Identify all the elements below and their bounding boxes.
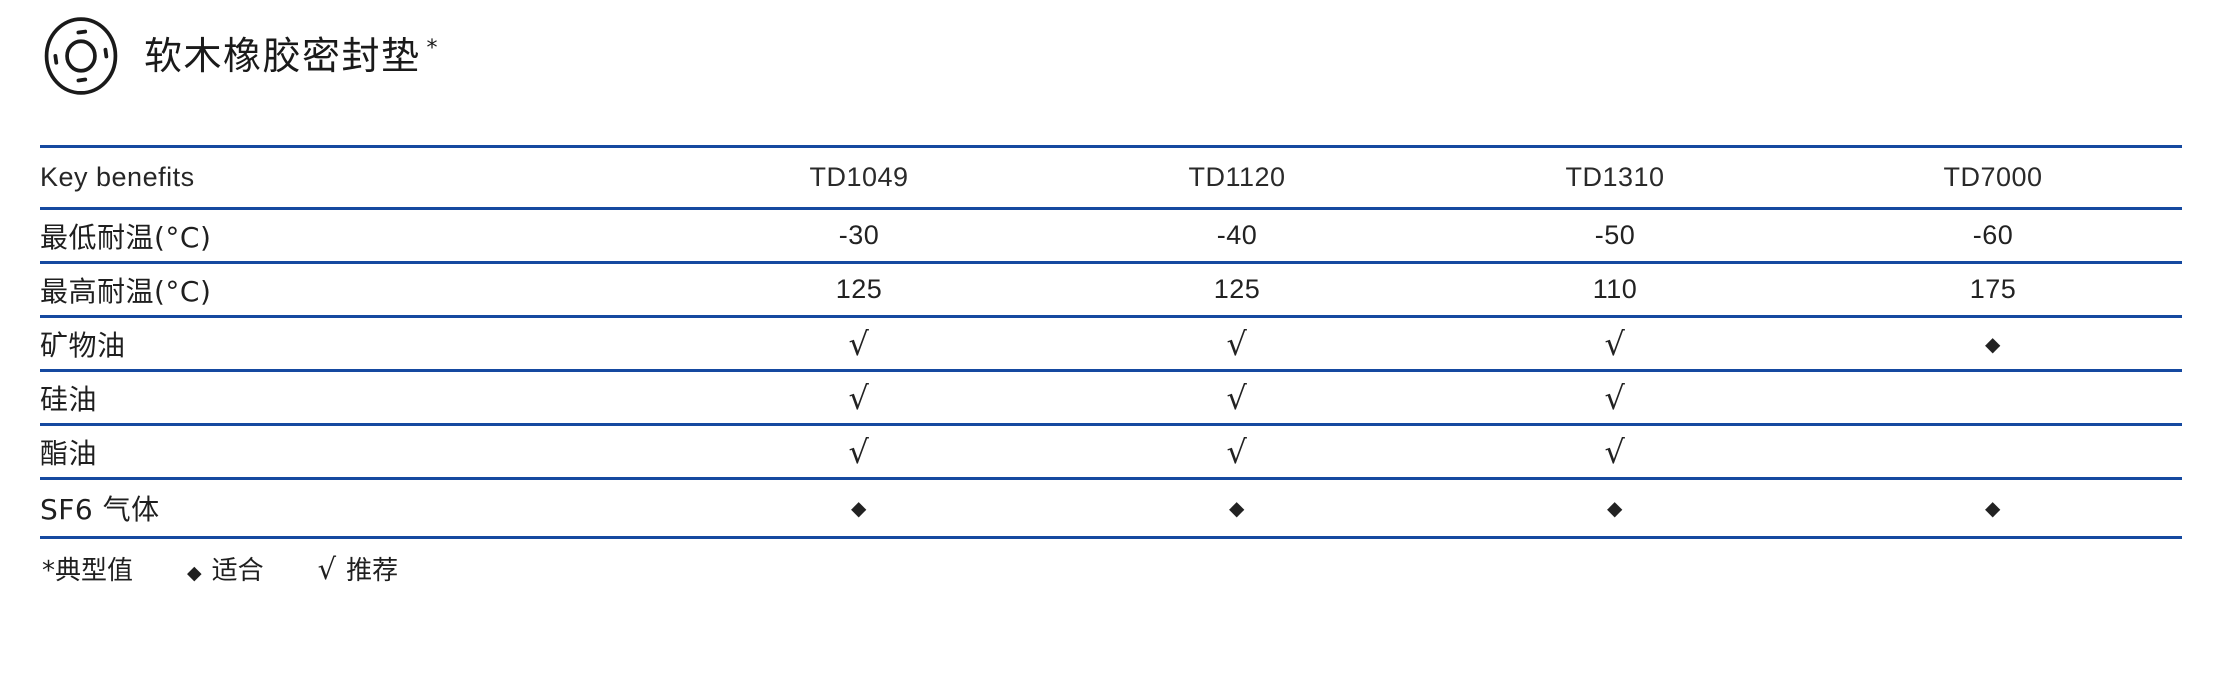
table-row: 最低耐温(°C) -30 -40 -50 -60 <box>40 208 2182 264</box>
cell-max-temp-td1120: 125 <box>1048 262 1426 318</box>
cell-mineral-oil-td1120: √ <box>1048 316 1426 372</box>
cell-mineral-oil-td1049: √ <box>670 316 1048 372</box>
table-row: 酯油 √ √ √ <box>40 424 2182 480</box>
column-header-td1310: TD1310 <box>1426 145 1804 210</box>
column-header-td1049: TD1049 <box>670 145 1048 210</box>
cell-sf6-gas-td1049: ◆ <box>670 478 1048 539</box>
cell-silicone-oil-td1310: √ <box>1426 370 1804 426</box>
cell-silicone-oil-td1049: √ <box>670 370 1048 426</box>
cell-sf6-gas-td1310: ◆ <box>1426 478 1804 539</box>
legend-recommended: √ 推荐 <box>318 550 399 587</box>
cell-min-temp-td1310: -50 <box>1426 208 1804 264</box>
diamond-icon: ◆ <box>187 561 202 584</box>
row-label-ester-oil: 酯油 <box>40 424 670 480</box>
cell-silicone-oil-td1120: √ <box>1048 370 1426 426</box>
cell-max-temp-td1310: 110 <box>1426 262 1804 318</box>
cell-sf6-gas-td7000: ◆ <box>1804 478 2182 539</box>
table-row: 最高耐温(°C) 125 125 110 175 <box>40 262 2182 318</box>
cell-max-temp-td1049: 125 <box>670 262 1048 318</box>
table-footnote-row: *典型值 ◆ 适合 √ 推荐 <box>40 538 2182 596</box>
cell-silicone-oil-td7000 <box>1804 370 2182 426</box>
row-label-mineral-oil: 矿物油 <box>40 316 670 372</box>
cell-ester-oil-td1310: √ <box>1426 424 1804 480</box>
cell-sf6-gas-td1120: ◆ <box>1048 478 1426 539</box>
check-root-icon: √ <box>317 551 337 586</box>
cell-min-temp-td1120: -40 <box>1048 208 1426 264</box>
cell-ester-oil-td7000 <box>1804 424 2182 480</box>
table-footnote-cell: *典型值 ◆ 适合 √ 推荐 <box>40 538 2182 596</box>
cell-ester-oil-td1120: √ <box>1048 424 1426 480</box>
legend: *典型值 ◆ 适合 √ 推荐 <box>40 550 2182 587</box>
cell-ester-oil-td1049: √ <box>670 424 1048 480</box>
page-title-text: 软木橡胶密封垫 <box>144 34 421 78</box>
page-title: 软木橡胶密封垫 * <box>144 37 439 75</box>
table-row: SF6 气体 ◆ ◆ ◆ ◆ <box>40 478 2182 539</box>
row-label-sf6-gas: SF6 气体 <box>40 478 670 539</box>
cell-mineral-oil-td1310: √ <box>1426 316 1804 372</box>
row-label-silicone-oil: 硅油 <box>40 370 670 426</box>
cell-max-temp-td7000: 175 <box>1804 262 2182 318</box>
row-label-min-temp: 最低耐温(°C) <box>40 208 670 264</box>
table-head: Key benefits TD1049 TD1120 TD1310 TD7000 <box>40 145 2182 210</box>
cell-min-temp-td1049: -30 <box>670 208 1048 264</box>
legend-suitable-label: 适合 <box>211 555 264 586</box>
table-body: 最低耐温(°C) -30 -40 -50 -60 最高耐温(°C) 125 12… <box>40 208 2182 596</box>
product-title-block: 软木橡胶密封垫 * <box>40 14 439 98</box>
column-header-td1120: TD1120 <box>1048 145 1426 210</box>
table-row: 硅油 √ √ √ <box>40 370 2182 426</box>
cell-min-temp-td7000: -60 <box>1804 208 2182 264</box>
page-title-superscript: * <box>426 36 440 62</box>
legend-typical-value: *典型值 <box>42 555 134 586</box>
spec-table: Key benefits TD1049 TD1120 TD1310 TD7000… <box>40 145 2182 595</box>
cell-mineral-oil-td7000: ◆ <box>1804 316 2182 372</box>
gasket-ring-icon <box>44 17 118 95</box>
table-row: 矿物油 √ √ √ ◆ <box>40 316 2182 372</box>
legend-suitable: ◆ 适合 <box>187 550 264 587</box>
column-header-key-benefits: Key benefits <box>40 145 670 210</box>
row-label-max-temp: 最高耐温(°C) <box>40 262 670 318</box>
column-header-td7000: TD7000 <box>1804 145 2182 210</box>
legend-recommended-label: 推荐 <box>346 555 399 586</box>
table-header-row: Key benefits TD1049 TD1120 TD1310 TD7000 <box>40 145 2182 210</box>
